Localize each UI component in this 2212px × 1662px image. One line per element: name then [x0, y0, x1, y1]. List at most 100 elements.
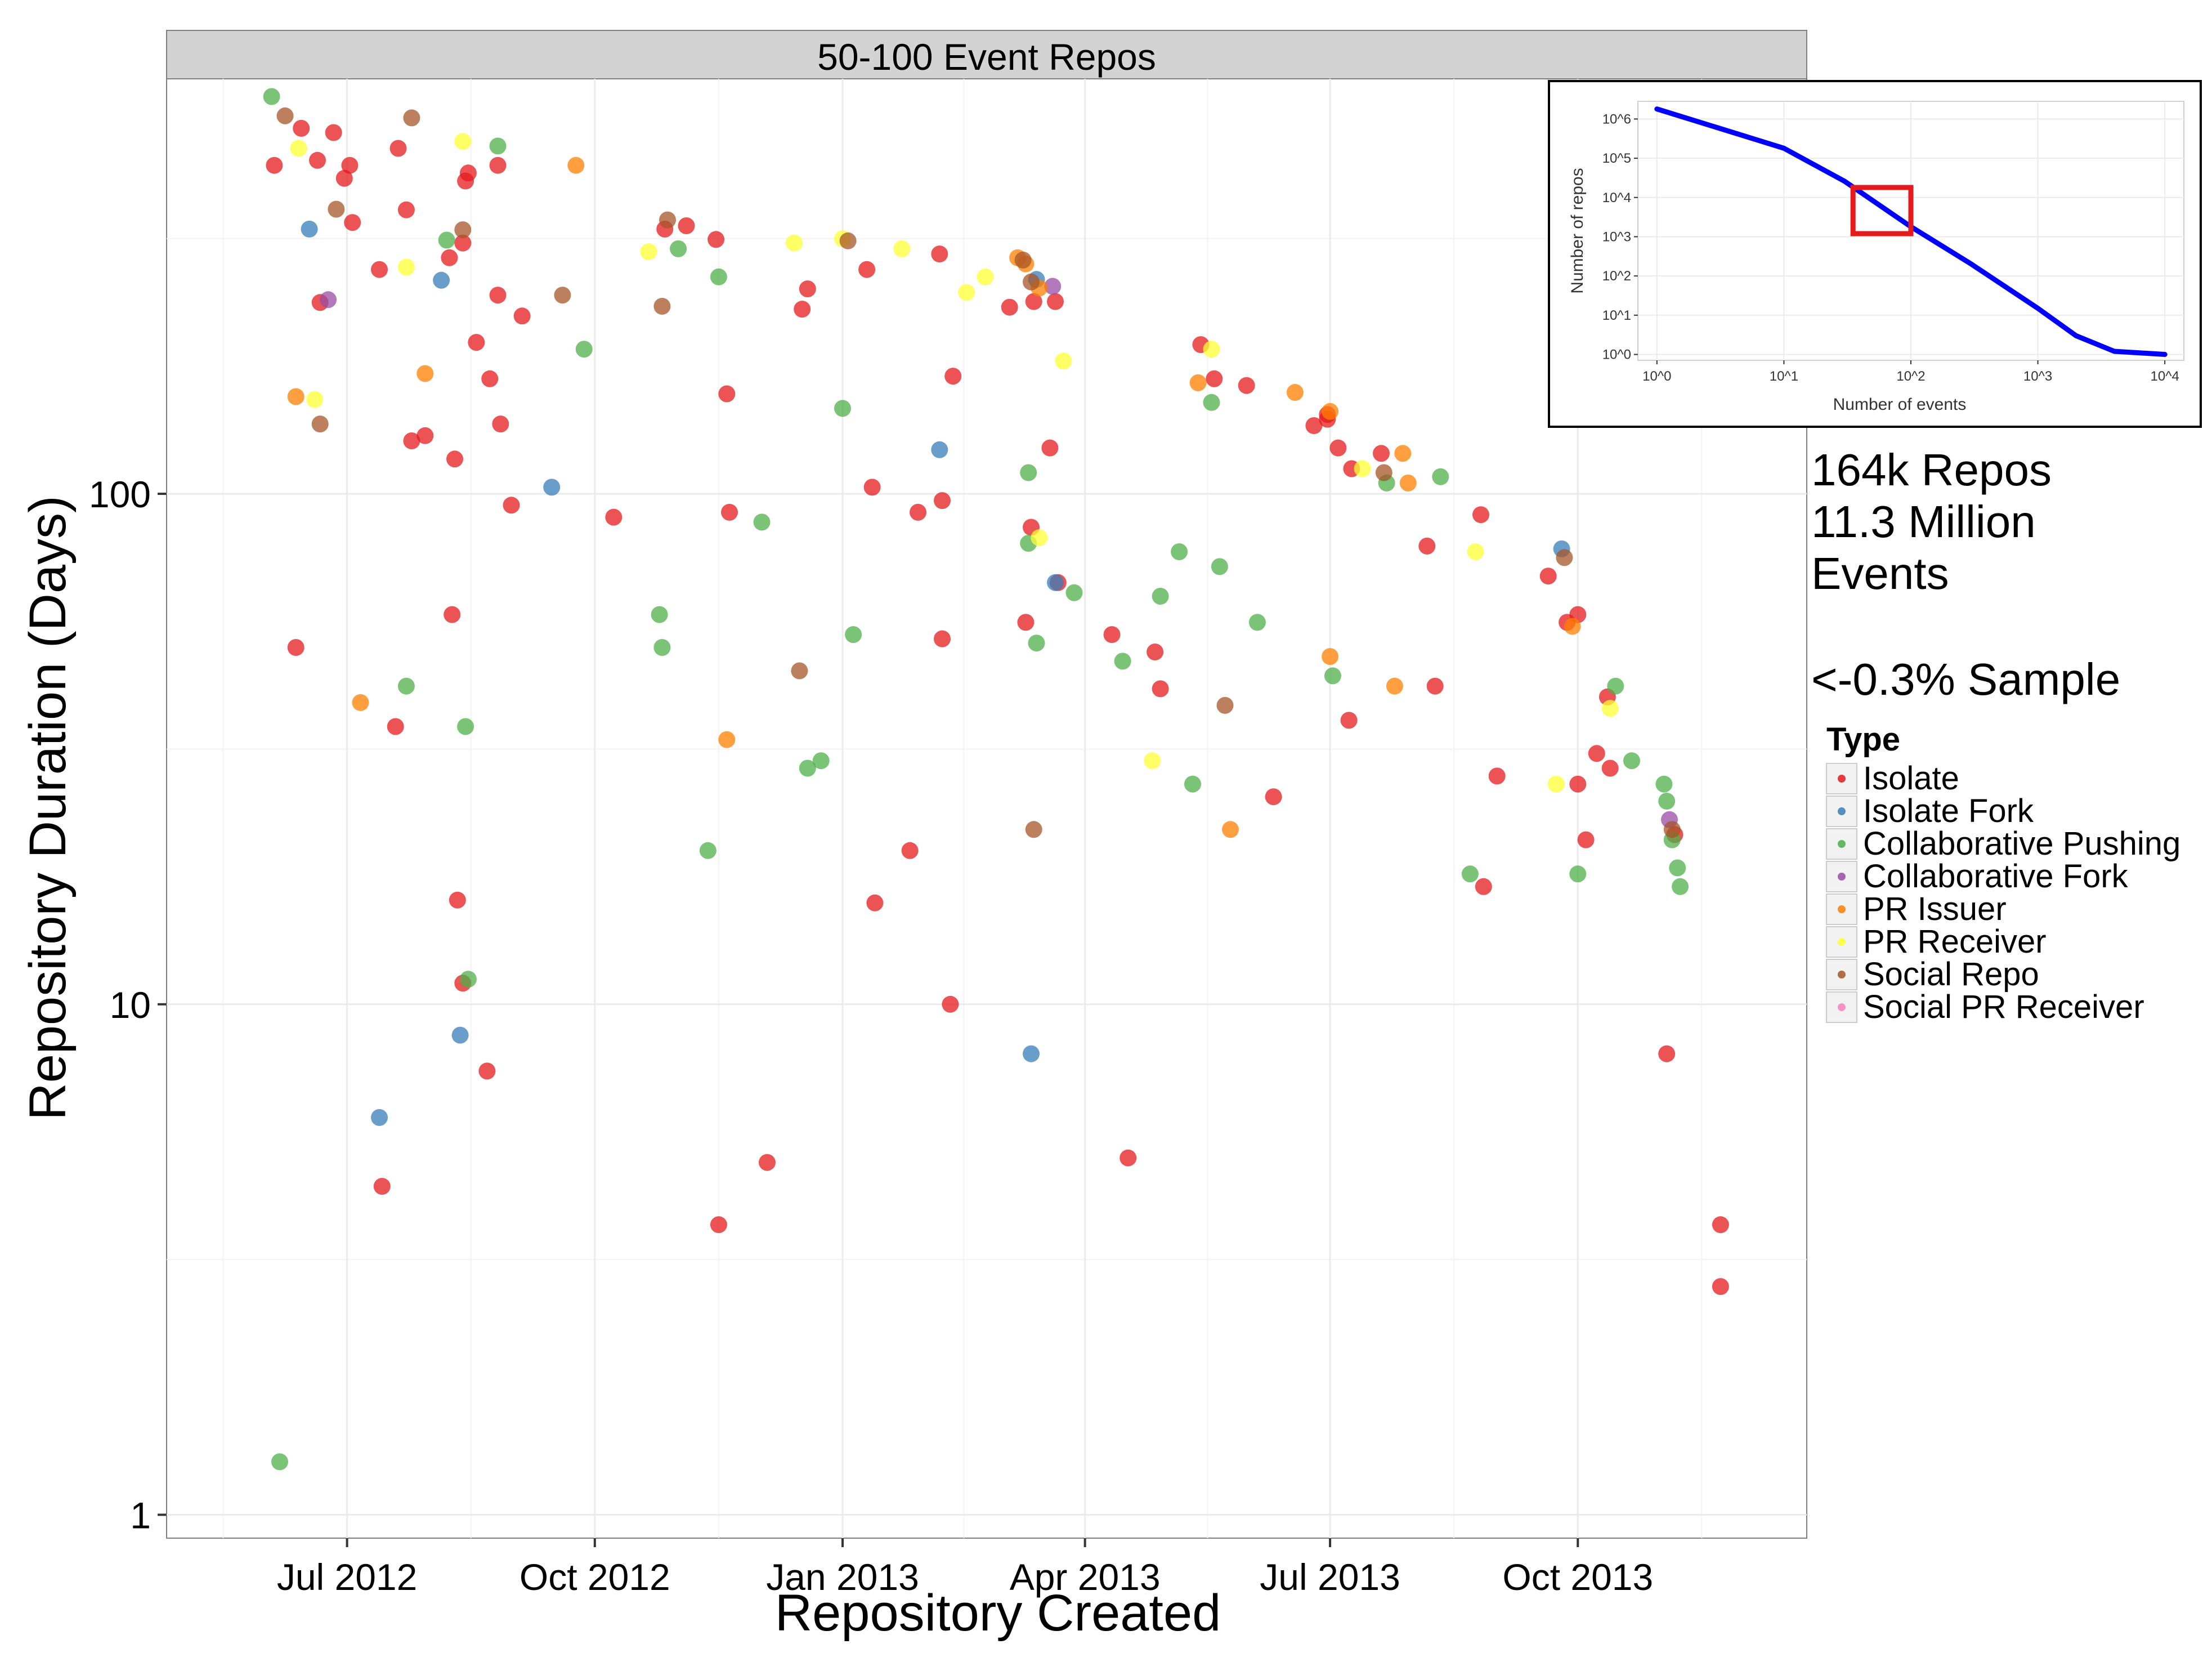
- data-point: [901, 842, 919, 859]
- data-point: [301, 220, 318, 238]
- data-point: [290, 140, 307, 157]
- data-point: [271, 1453, 288, 1471]
- legend-swatch: [1838, 873, 1846, 881]
- data-point: [1047, 574, 1064, 591]
- inset-x-tick-label: 10^3: [2023, 369, 2052, 384]
- data-point: [1147, 644, 1164, 660]
- data-point: [1601, 759, 1619, 777]
- data-point: [958, 284, 975, 301]
- data-point: [457, 718, 474, 735]
- data-point: [293, 119, 310, 137]
- data-point: [335, 169, 353, 187]
- legend-swatch: [1838, 807, 1846, 815]
- inset-y-axis-title: Number of repos: [1568, 168, 1587, 293]
- legend-swatch: [1838, 775, 1846, 783]
- data-point: [371, 261, 388, 278]
- legend-key: [1826, 926, 1857, 958]
- data-point: [710, 268, 727, 285]
- data-point: [1354, 460, 1371, 477]
- data-point: [863, 479, 881, 496]
- inset-distribution-line: [1654, 106, 2168, 357]
- data-point: [489, 287, 507, 304]
- data-point: [1623, 752, 1640, 770]
- data-point: [651, 606, 668, 623]
- facet-strip: [166, 30, 1807, 79]
- data-point: [1322, 403, 1339, 420]
- inset-y-tick-label: 10^4: [1602, 190, 1631, 205]
- y-axis-title: Repository Duration (Days): [19, 495, 77, 1120]
- annotation-line: 164k Repos: [1811, 445, 2052, 495]
- data-point: [721, 503, 738, 521]
- data-point: [1432, 468, 1449, 485]
- data-point: [489, 157, 507, 174]
- annotation-line: Events: [1811, 548, 1949, 598]
- data-point: [403, 109, 420, 127]
- data-point: [1607, 677, 1624, 695]
- data-point: [1467, 543, 1484, 560]
- data-point: [287, 388, 305, 405]
- legend-swatch: [1838, 840, 1846, 848]
- data-point: [718, 731, 736, 748]
- data-point: [1658, 793, 1676, 810]
- data-points: [263, 88, 1813, 1471]
- data-point: [449, 891, 466, 909]
- data-point: [441, 249, 458, 266]
- data-point: [1211, 558, 1228, 575]
- inset-x-tick-label: 10^0: [1642, 369, 1671, 384]
- data-point: [1184, 775, 1201, 793]
- data-point: [266, 157, 283, 174]
- data-point: [459, 164, 477, 182]
- data-point: [791, 662, 808, 680]
- data-point: [1601, 700, 1619, 717]
- data-point: [1322, 648, 1339, 665]
- grid: [167, 79, 1807, 1538]
- data-point: [1031, 529, 1048, 547]
- data-point: [417, 427, 434, 444]
- data-point: [1025, 293, 1042, 310]
- data-point: [397, 201, 415, 218]
- data-point: [567, 157, 585, 174]
- data-point: [1222, 821, 1239, 838]
- data-point: [489, 137, 507, 155]
- data-point: [438, 231, 455, 249]
- data-point: [1114, 653, 1131, 670]
- legend-label: Collaborative Pushing: [1863, 825, 2180, 862]
- data-point: [1047, 293, 1064, 310]
- data-point: [1144, 752, 1161, 770]
- data-point: [942, 995, 959, 1013]
- data-point: [1394, 445, 1412, 462]
- data-point: [1305, 417, 1323, 434]
- data-point: [1488, 767, 1506, 785]
- data-point: [341, 157, 359, 174]
- legend-title: Type: [1826, 721, 1900, 758]
- data-point: [1672, 878, 1689, 895]
- data-point: [1461, 865, 1479, 883]
- x-tick-label: Oct 2012: [520, 1556, 670, 1598]
- data-point: [931, 441, 948, 458]
- inset-axes: 10^0 10^1 10^2 10^3 10^4 10^0 10^1 10^2 10^3 10^4…: [1602, 111, 2179, 384]
- data-point: [1569, 775, 1587, 793]
- data-point: [710, 1216, 727, 1234]
- legend-swatch: [1838, 938, 1846, 946]
- data-point: [1569, 865, 1587, 883]
- data-point: [1041, 439, 1059, 457]
- data-point: [785, 234, 803, 252]
- annotation-line: <-0.3% Sample: [1811, 654, 2120, 704]
- data-point: [1286, 384, 1304, 401]
- data-point: [397, 677, 415, 695]
- data-point: [397, 258, 415, 276]
- data-point: [1548, 775, 1565, 793]
- data-point: [1340, 712, 1358, 729]
- data-point: [931, 245, 948, 263]
- inset-x-tick-label: 10^1: [1770, 369, 1798, 384]
- data-point: [1475, 878, 1492, 895]
- data-point: [446, 450, 463, 468]
- data-point: [276, 107, 294, 124]
- data-point: [325, 124, 342, 141]
- y-tick-label: 100: [89, 473, 151, 515]
- data-point: [311, 416, 329, 433]
- data-point: [513, 307, 531, 325]
- x-tick-label: Oct 2013: [1502, 1556, 1653, 1598]
- data-point: [503, 497, 520, 514]
